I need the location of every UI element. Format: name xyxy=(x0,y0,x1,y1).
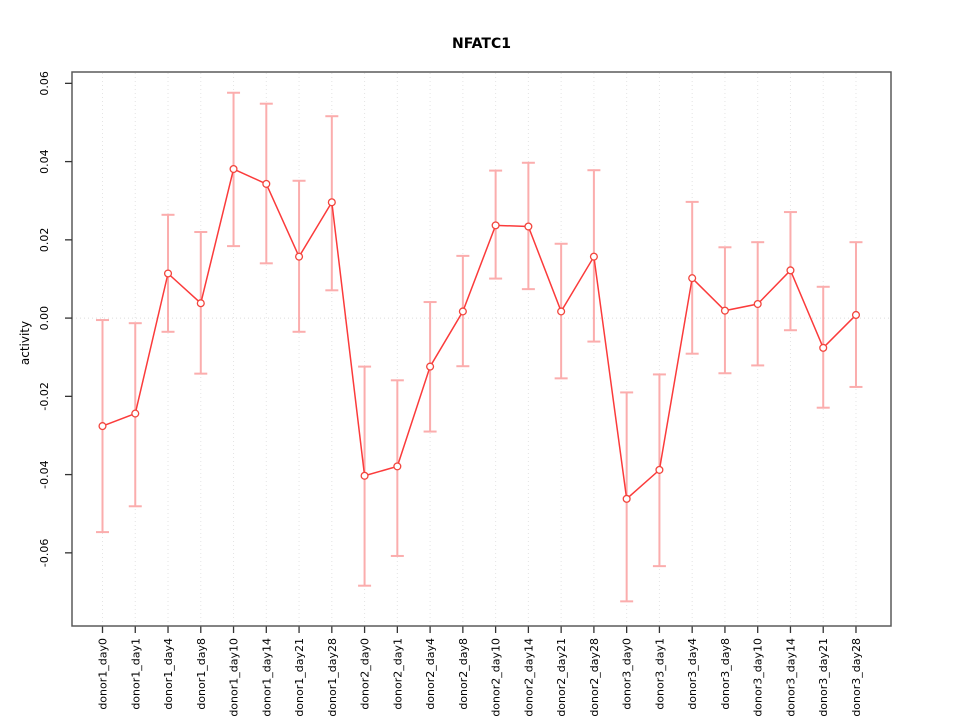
data-line xyxy=(102,167,857,501)
y-tick-label: 0.02 xyxy=(38,228,51,253)
data-point xyxy=(688,274,697,283)
x-tick-label: donor1_day1 xyxy=(129,638,142,710)
x-tick-label: donor1_day14 xyxy=(260,638,273,717)
x-tick-label: donor2_day28 xyxy=(588,638,601,717)
x-tick-label: donor3_day0 xyxy=(621,638,634,710)
y-tick-label: 0.00 xyxy=(38,306,51,331)
data-point xyxy=(819,343,828,352)
data-point xyxy=(229,164,238,174)
x-tick-label: donor2_day8 xyxy=(457,638,470,710)
x-tick-label: donor1_day0 xyxy=(97,638,110,710)
data-point xyxy=(131,409,140,418)
data-point xyxy=(589,252,598,261)
x-tick-label: donor2_day14 xyxy=(522,638,535,717)
x-tick-label: donor2_day4 xyxy=(424,638,437,710)
data-point xyxy=(458,307,467,316)
data-point xyxy=(163,269,173,278)
x-tick-label: donor2_day21 xyxy=(555,638,568,717)
data-point xyxy=(851,310,861,320)
x-tick-label: donor3_day14 xyxy=(784,638,797,717)
y-tick-label: 0.04 xyxy=(38,149,51,174)
chart-title: NFATC1 xyxy=(452,36,511,52)
x-tick-label: donor2_day0 xyxy=(359,638,372,710)
x-tick-label: donor1_day8 xyxy=(195,638,208,710)
x-tick-label: donor3_day1 xyxy=(653,638,666,710)
data-point xyxy=(622,494,631,503)
data-point xyxy=(491,221,500,230)
x-tick-label: donor1_day21 xyxy=(293,638,306,717)
data-point xyxy=(524,222,533,231)
x-tick-label: donor2_day10 xyxy=(490,638,503,717)
x-tick-label: donor3_day8 xyxy=(719,638,732,710)
x-tick-label: donor1_day28 xyxy=(326,638,339,717)
data-point xyxy=(327,198,336,207)
x-tick-label: donor3_day21 xyxy=(817,638,830,717)
x-tick-label: donor2_day1 xyxy=(391,638,404,710)
data-point xyxy=(426,362,435,371)
data-point xyxy=(98,422,107,431)
x-tick-label: donor1_day4 xyxy=(162,638,175,710)
data-point xyxy=(786,266,795,275)
data-point xyxy=(262,179,271,188)
data-point xyxy=(557,307,566,316)
data-point xyxy=(196,299,205,308)
x-tick-label: donor3_day28 xyxy=(850,638,863,717)
data-point xyxy=(720,306,729,315)
data-point xyxy=(753,299,762,309)
y-tick-label: -0.06 xyxy=(38,539,51,567)
plot-box xyxy=(71,71,892,627)
y-tick-label: -0.02 xyxy=(38,382,51,410)
x-tick-label: donor3_day4 xyxy=(686,638,699,710)
y-tick-label: 0.06 xyxy=(38,71,51,96)
data-point xyxy=(655,465,664,474)
data-point xyxy=(295,252,304,261)
data-point xyxy=(393,462,402,471)
data-point xyxy=(360,471,369,480)
x-tick-label: donor1_day10 xyxy=(228,638,241,717)
y-tick-label: -0.04 xyxy=(38,460,51,488)
x-tick-label: donor3_day10 xyxy=(752,638,765,717)
